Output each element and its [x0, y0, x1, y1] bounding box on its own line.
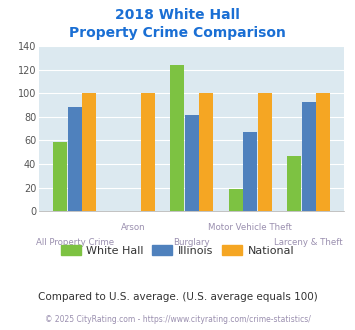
Text: Motor Vehicle Theft: Motor Vehicle Theft	[208, 223, 292, 232]
Text: All Property Crime: All Property Crime	[36, 238, 114, 247]
Bar	[185, 115, 199, 211]
Bar	[258, 93, 272, 211]
Bar	[199, 93, 213, 211]
Text: Arson: Arson	[121, 223, 146, 232]
Bar	[316, 93, 331, 211]
Bar	[53, 142, 67, 211]
Bar	[302, 102, 316, 211]
Bar	[82, 93, 96, 211]
Text: 2018 White Hall: 2018 White Hall	[115, 8, 240, 22]
Text: Larceny & Theft: Larceny & Theft	[274, 238, 343, 247]
Text: © 2025 CityRating.com - https://www.cityrating.com/crime-statistics/: © 2025 CityRating.com - https://www.city…	[45, 315, 310, 324]
Text: Compared to U.S. average. (U.S. average equals 100): Compared to U.S. average. (U.S. average …	[38, 292, 317, 302]
Bar	[243, 132, 257, 211]
Bar	[229, 189, 242, 211]
Text: Property Crime Comparison: Property Crime Comparison	[69, 26, 286, 40]
Text: Burglary: Burglary	[173, 238, 210, 247]
Bar	[287, 156, 301, 211]
Bar	[141, 93, 155, 211]
Legend: White Hall, Illinois, National: White Hall, Illinois, National	[56, 240, 299, 260]
Bar	[67, 108, 82, 211]
Bar	[170, 65, 184, 211]
